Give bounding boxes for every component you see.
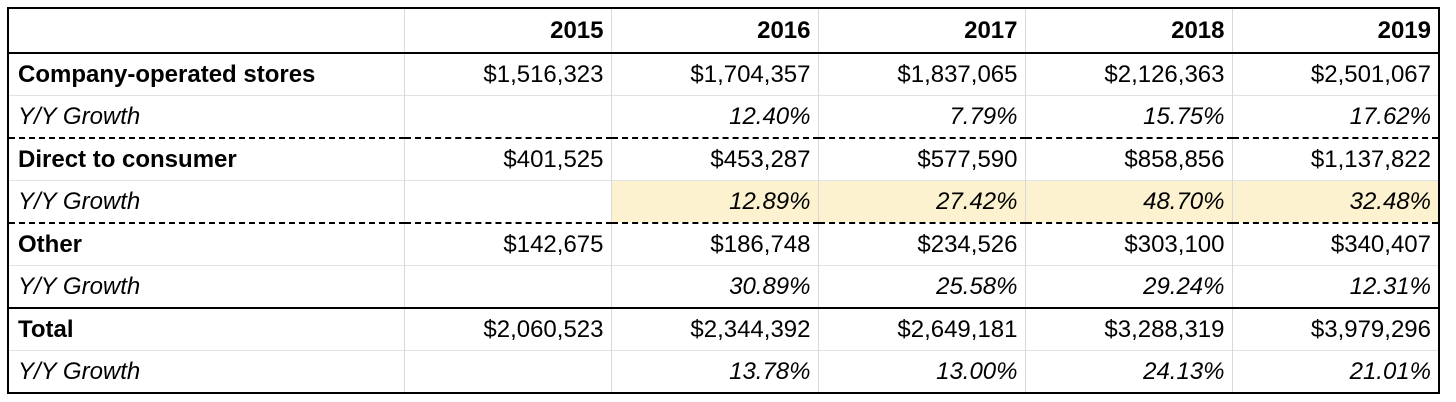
row-label-total[interactable]: Total — [7, 307, 404, 351]
year-header-2019[interactable]: 2019 — [1231, 7, 1439, 54]
growth-cell[interactable]: 7.79% — [817, 95, 1025, 139]
table-row-growth-company-operated-stores: Y/Y Growth 12.40% 7.79% 15.75% 17.62% — [7, 95, 1439, 139]
value-cell[interactable]: $453,287 — [610, 137, 818, 181]
growth-cell-highlighted[interactable]: 12.89% — [610, 180, 818, 224]
growth-cell[interactable] — [403, 350, 611, 393]
growth-cell[interactable] — [403, 180, 611, 224]
table-row-direct-to-consumer: Direct to consumer $401,525 $453,287 $57… — [7, 137, 1439, 181]
value-cell[interactable]: $142,675 — [403, 222, 611, 266]
year-header-2018[interactable]: 2018 — [1024, 7, 1232, 54]
growth-label[interactable]: Y/Y Growth — [7, 265, 404, 309]
growth-cell[interactable]: 15.75% — [1024, 95, 1232, 139]
value-cell[interactable]: $1,837,065 — [817, 52, 1025, 96]
growth-cell[interactable] — [403, 265, 611, 309]
growth-cell[interactable]: 17.62% — [1231, 95, 1439, 139]
revenue-table: 2015 2016 2017 2018 2019 Company-operate… — [7, 7, 1440, 394]
growth-cell-highlighted[interactable]: 27.42% — [817, 180, 1025, 224]
value-cell[interactable]: $2,501,067 — [1231, 52, 1439, 96]
value-cell[interactable]: $3,979,296 — [1231, 307, 1439, 351]
value-cell[interactable]: $3,288,319 — [1024, 307, 1232, 351]
growth-label[interactable]: Y/Y Growth — [7, 180, 404, 224]
value-cell[interactable]: $577,590 — [817, 137, 1025, 181]
value-cell[interactable]: $2,060,523 — [403, 307, 611, 351]
growth-cell[interactable]: 24.13% — [1024, 350, 1232, 393]
table-row-growth-direct-to-consumer: Y/Y Growth 12.89% 27.42% 48.70% 32.48% — [7, 180, 1439, 224]
value-cell[interactable]: $2,344,392 — [610, 307, 818, 351]
year-header-2016[interactable]: 2016 — [610, 7, 818, 54]
value-cell[interactable]: $234,526 — [817, 222, 1025, 266]
growth-label[interactable]: Y/Y Growth — [7, 95, 404, 139]
table-row-growth-other: Y/Y Growth 30.89% 25.58% 29.24% 12.31% — [7, 265, 1439, 309]
row-label-other[interactable]: Other — [7, 222, 404, 266]
growth-cell[interactable]: 21.01% — [1231, 350, 1439, 393]
value-cell[interactable]: $1,137,822 — [1231, 137, 1439, 181]
growth-cell[interactable]: 13.00% — [817, 350, 1025, 393]
row-label-company-operated-stores[interactable]: Company-operated stores — [7, 52, 404, 96]
growth-cell-highlighted[interactable]: 32.48% — [1231, 180, 1439, 224]
value-cell[interactable]: $340,407 — [1231, 222, 1439, 266]
value-cell[interactable]: $2,126,363 — [1024, 52, 1232, 96]
value-cell[interactable]: $1,704,357 — [610, 52, 818, 96]
header-row: 2015 2016 2017 2018 2019 — [7, 7, 1439, 54]
header-corner-cell[interactable] — [7, 7, 404, 54]
table-row-company-operated-stores: Company-operated stores $1,516,323 $1,70… — [7, 52, 1439, 96]
growth-cell[interactable]: 30.89% — [610, 265, 818, 309]
growth-cell[interactable] — [403, 95, 611, 139]
year-header-2015[interactable]: 2015 — [403, 7, 611, 54]
growth-cell[interactable]: 12.31% — [1231, 265, 1439, 309]
growth-cell[interactable]: 29.24% — [1024, 265, 1232, 309]
year-header-2017[interactable]: 2017 — [817, 7, 1025, 54]
value-cell[interactable]: $1,516,323 — [403, 52, 611, 96]
value-cell[interactable]: $303,100 — [1024, 222, 1232, 266]
growth-cell[interactable]: 12.40% — [610, 95, 818, 139]
value-cell[interactable]: $858,856 — [1024, 137, 1232, 181]
table-row-total: Total $2,060,523 $2,344,392 $2,649,181 $… — [7, 307, 1439, 351]
table-row-growth-total: Y/Y Growth 13.78% 13.00% 24.13% 21.01% — [7, 350, 1439, 393]
row-label-direct-to-consumer[interactable]: Direct to consumer — [7, 137, 404, 181]
growth-cell-highlighted[interactable]: 48.70% — [1024, 180, 1232, 224]
growth-label[interactable]: Y/Y Growth — [7, 350, 404, 393]
table-row-other: Other $142,675 $186,748 $234,526 $303,10… — [7, 222, 1439, 266]
value-cell[interactable]: $401,525 — [403, 137, 611, 181]
value-cell[interactable]: $2,649,181 — [817, 307, 1025, 351]
growth-cell[interactable]: 25.58% — [817, 265, 1025, 309]
growth-cell[interactable]: 13.78% — [610, 350, 818, 393]
value-cell[interactable]: $186,748 — [610, 222, 818, 266]
